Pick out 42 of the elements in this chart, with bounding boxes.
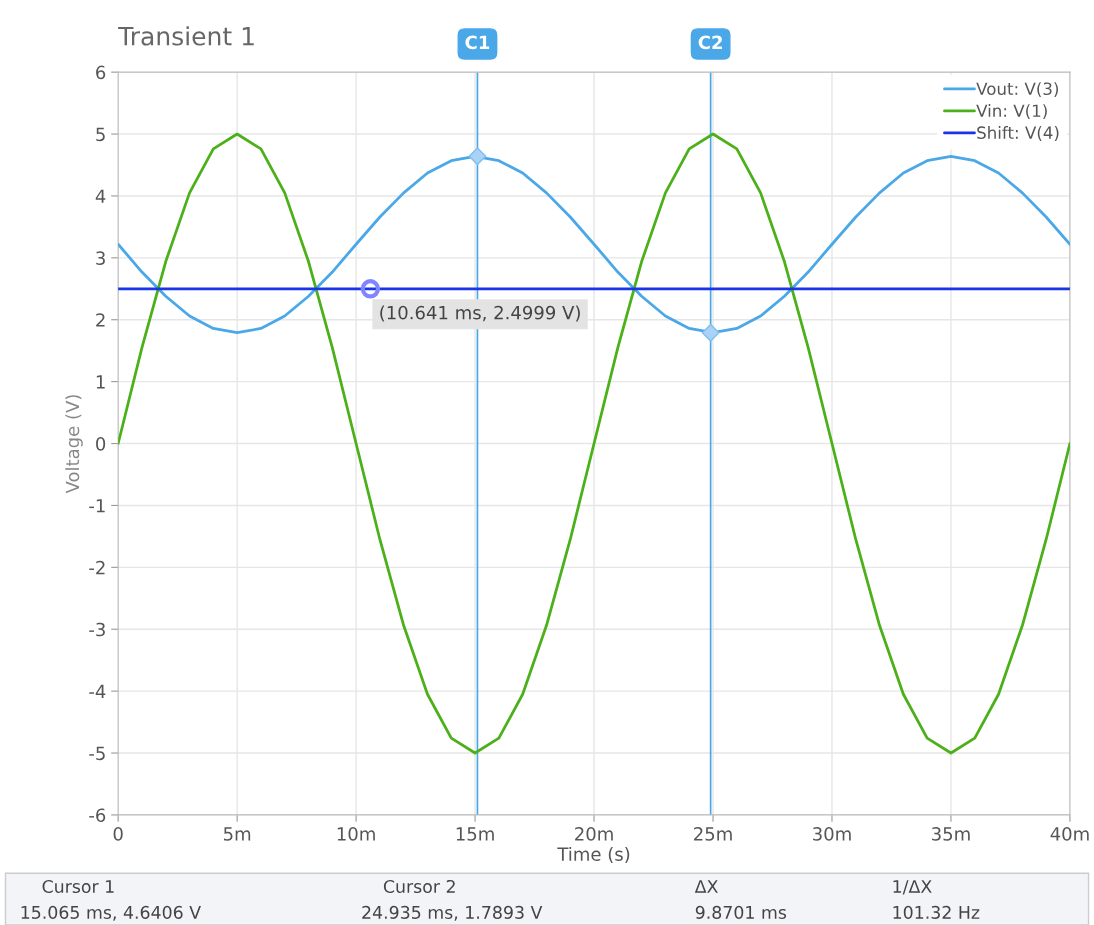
x-tick-label: 15m (456, 827, 494, 841)
x-tick-label: 10m (337, 827, 375, 841)
y-tick-label: -5 (89, 746, 105, 761)
legend-label: Vin: V(1) (976, 104, 1047, 119)
y-tick-label: -6 (89, 808, 106, 823)
y-tick-label: 5 (96, 127, 105, 142)
text: ΔX (694, 880, 718, 893)
legend-label: Vout: V(3) (976, 82, 1059, 98)
point (468, 147, 487, 166)
text: 1/ΔX (893, 880, 932, 895)
x-axis-title: Time (s) (557, 846, 630, 864)
point (360, 279, 381, 299)
x-tick-label: 5m (223, 827, 251, 841)
legend-label: Shift: V(4) (977, 126, 1059, 141)
text: 9.8701 ms (695, 905, 787, 919)
y-tick-label: -3 (89, 622, 105, 637)
y-tick-label: 1 (96, 375, 105, 389)
x-tick-label: 40m (1050, 827, 1089, 841)
y-tick-label: 3 (96, 251, 105, 265)
x-tick-label: 30m (813, 827, 851, 841)
text: Cursor 1 (42, 879, 114, 894)
y-tick-label: -1 (89, 499, 105, 513)
x-tick-label: 35m (932, 827, 970, 841)
x-tick-label: 0 (113, 827, 123, 841)
text: 24.935 ms, 1.7893 V (362, 905, 543, 921)
chart-title: Transient 1 (118, 26, 254, 46)
y-tick-label: 4 (95, 189, 106, 203)
y-tick-label: -2 (89, 560, 105, 575)
ref-line-label: C1 (465, 35, 490, 50)
ref-line-label: C2 (698, 35, 722, 50)
y-tick-label: 6 (96, 65, 106, 80)
y-tick-label: 0 (96, 437, 106, 451)
text: Cursor 2 (383, 879, 455, 894)
y-axis-title: Voltage (V) (65, 395, 83, 494)
text: 101.32 Hz (893, 905, 980, 919)
y-tick-label: -4 (89, 684, 106, 698)
point (701, 323, 720, 342)
text: 15.065 ms, 4.6406 V (21, 905, 201, 921)
x-tick-label: 20m (575, 827, 613, 841)
y-tick-label: 2 (96, 313, 105, 327)
x-tick-label: 25m (694, 827, 732, 841)
annotation: (10.641 ms, 2.4999 V) (380, 305, 580, 322)
